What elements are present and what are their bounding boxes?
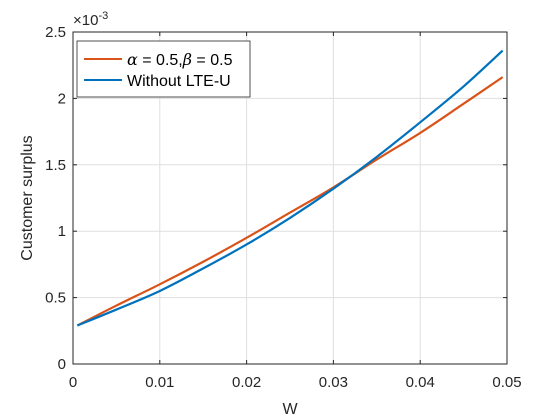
y-tick-label: 0.5 xyxy=(45,290,66,307)
y-axis-label: Customer surplus xyxy=(19,135,36,260)
series-line-1 xyxy=(76,76,504,327)
series-line-2 xyxy=(76,49,504,327)
legend-label-series-1: α = 0.5,β = 0.5 xyxy=(127,50,233,69)
y-tick-labels: 0 0.5 1 1.5 2 2.5 xyxy=(45,24,66,373)
ticks xyxy=(72,31,508,365)
x-tick-label: 0 xyxy=(69,374,77,391)
x-tick-labels: 0 0.01 0.02 0.03 0.04 0.05 xyxy=(69,374,522,391)
y-tick-label: 0 xyxy=(58,356,66,373)
series-group xyxy=(76,49,504,327)
x-tick-label: 0.04 xyxy=(406,374,435,391)
legend-box xyxy=(76,40,251,98)
y-tick-label: 1.5 xyxy=(45,157,66,174)
x-axis-label: W xyxy=(282,401,298,418)
y-tick-label: 1 xyxy=(58,223,66,240)
legend-label-series-2: Without LTE-U xyxy=(127,73,231,90)
x-tick-label: 0.05 xyxy=(492,374,521,391)
axes-box xyxy=(72,31,508,365)
x-tick-label: 0.01 xyxy=(145,374,174,391)
x-tick-label: 0.03 xyxy=(319,374,348,391)
legend: α = 0.5,β = 0.5 Without LTE-U xyxy=(76,40,251,98)
x-tick-label: 0.02 xyxy=(232,374,261,391)
y-tick-label: 2 xyxy=(58,90,66,107)
y-tick-label: 2.5 xyxy=(45,24,66,41)
y-exponent-label: ×10-3 xyxy=(73,10,108,29)
